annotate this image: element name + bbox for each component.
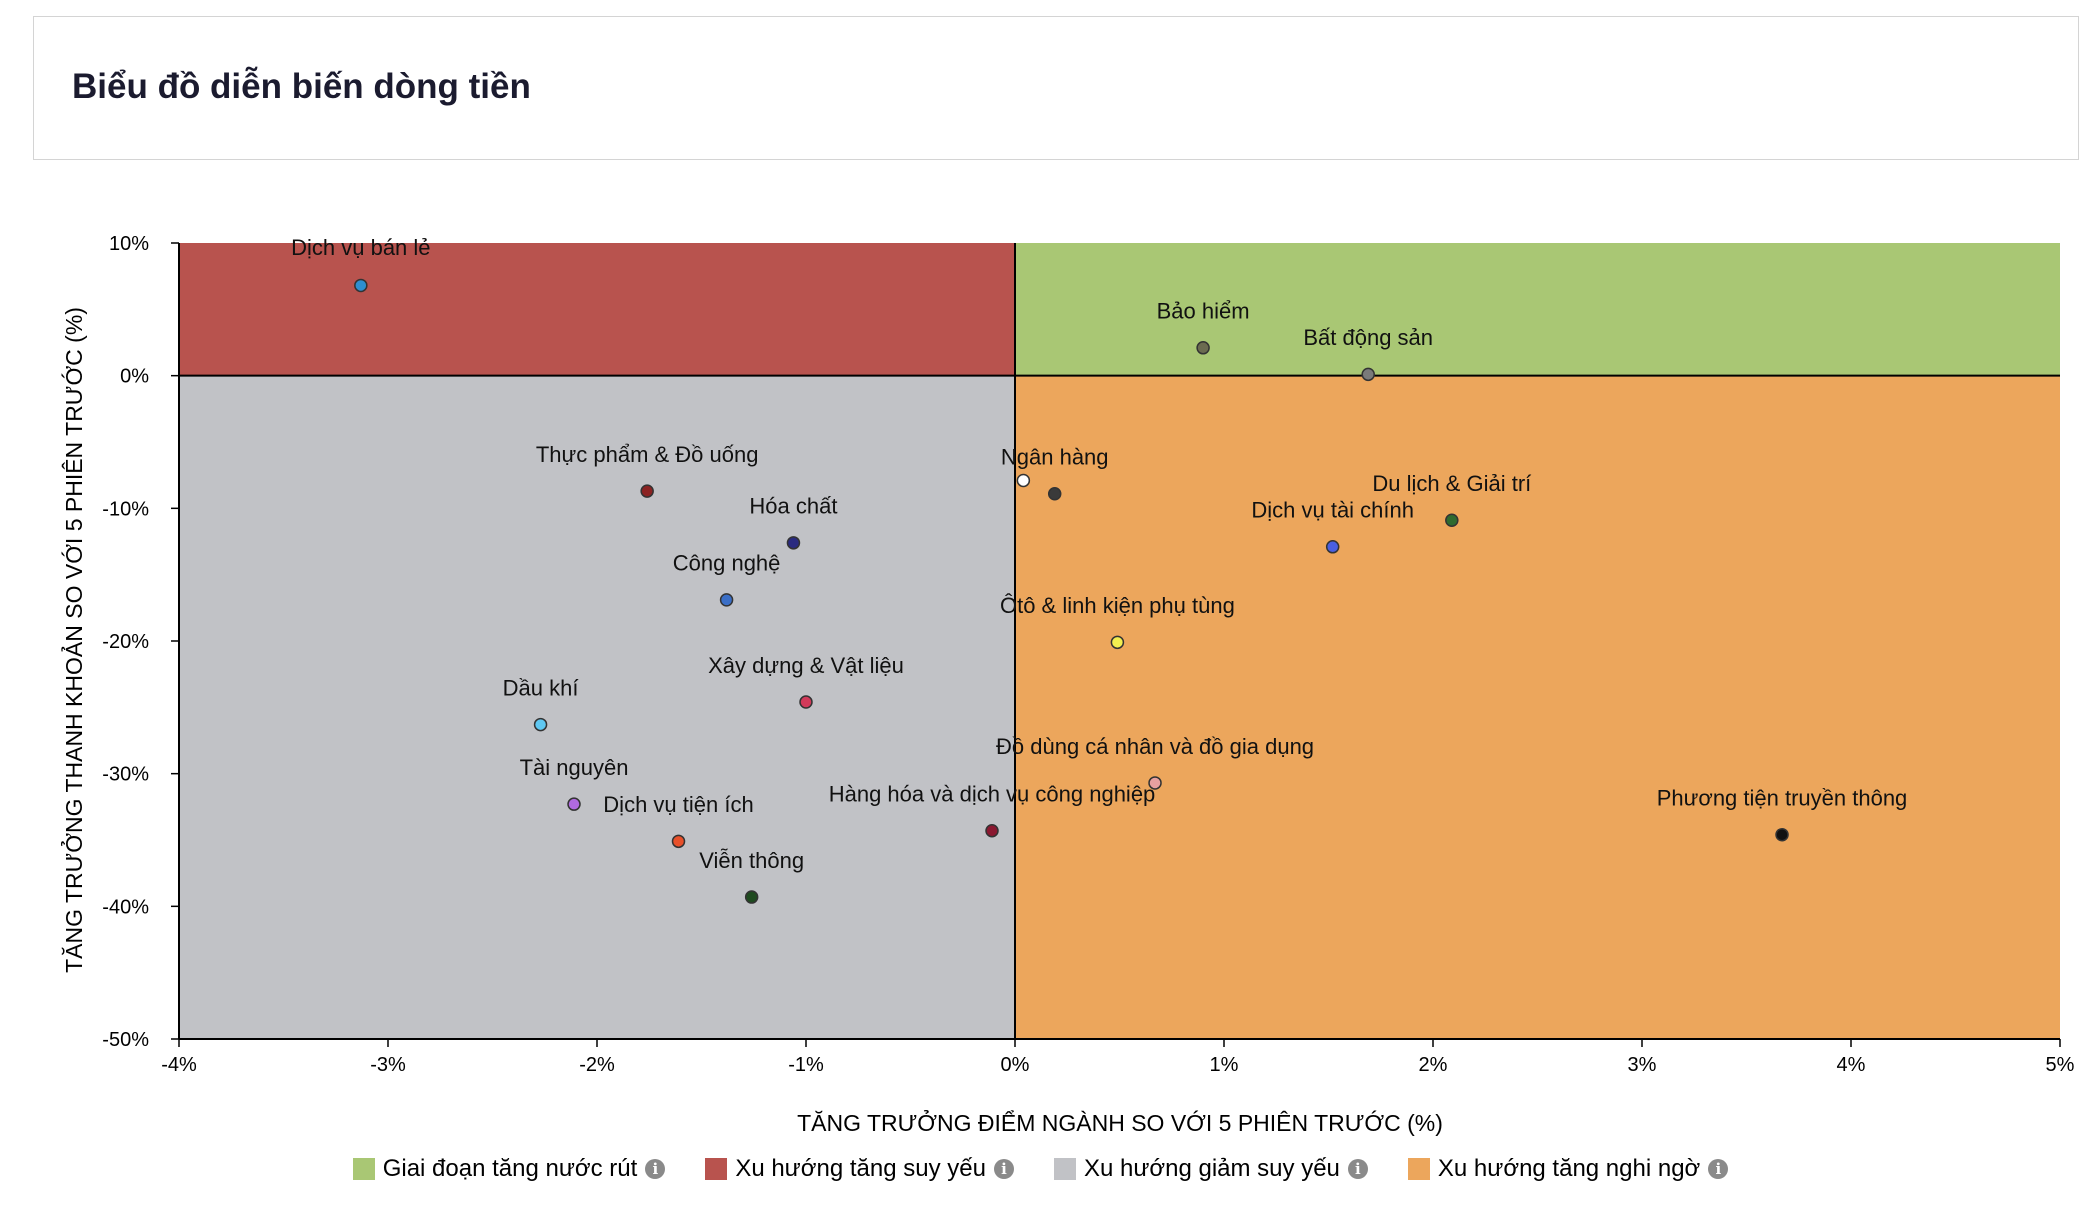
legend-label: Xu hướng tăng nghi ngờ: [1437, 1155, 1701, 1182]
data-point: [1325, 540, 1340, 554]
point-label: Dịch vụ bán lẻ: [291, 235, 430, 260]
y-tick-label: -30%: [102, 764, 149, 786]
legend-swatch: [1053, 1158, 1076, 1180]
x-tick-label: -1%: [788, 1054, 824, 1076]
data-point: [719, 593, 734, 607]
legend-item-doubtful-uptrend[interactable]: Xu hướng tăng nghi ngờ i: [1407, 1155, 1729, 1183]
data-point: [640, 484, 654, 498]
quadrant-top-right: [1015, 243, 2060, 376]
y-tick-label: -40%: [102, 896, 149, 918]
point-label: Tài nguyên: [520, 755, 629, 780]
x-tick-label: 5%: [2046, 1054, 2075, 1076]
chart-legend: Giai đoạn tăng nước rút i Xu hướng tăng …: [0, 1155, 2081, 1183]
point-label: Hàng hóa và dịch vụ công nghiệp: [829, 782, 1156, 807]
quadrant-bottom-right: [1015, 375, 2060, 1040]
data-point: [567, 797, 581, 811]
legend-label: Giai đoạn tăng nước rút: [382, 1155, 638, 1182]
y-tick-label: -20%: [102, 631, 149, 653]
data-point: [671, 834, 686, 849]
info-icon[interactable]: i: [993, 1159, 1014, 1179]
info-icon[interactable]: i: [1708, 1159, 1729, 1179]
page-title: Biểu đồ diễn biến dòng tiền: [72, 67, 531, 106]
point-label: Công nghệ: [673, 551, 781, 576]
data-point: [1775, 827, 1789, 842]
quadrant-layer: [179, 243, 2060, 1040]
data-point: [533, 717, 548, 732]
x-tick-label: 0%: [1001, 1054, 1030, 1076]
quadrant-top-left: [179, 243, 1015, 376]
data-point: [1361, 367, 1375, 382]
x-tick-label: 4%: [1837, 1054, 1866, 1076]
x-tick-label: 2%: [1419, 1054, 1448, 1076]
data-point: [744, 890, 759, 904]
point-layer: [354, 278, 1789, 904]
y-tick-label: 10%: [109, 233, 149, 255]
data-point: [1047, 486, 1062, 501]
data-point: [1110, 635, 1125, 650]
point-label: Bảo hiểm: [1157, 299, 1250, 324]
x-tick-label: 1%: [1210, 1054, 1239, 1076]
legend-item-weakening-downtrend[interactable]: Xu hướng giảm suy yếu i: [1053, 1155, 1368, 1183]
legend-label: Xu hướng tăng suy yếu: [735, 1155, 986, 1182]
y-tick-label: -10%: [102, 498, 149, 520]
x-tick-label: -3%: [370, 1054, 406, 1076]
label-layer: Dịch vụ bán lẻ Bảo hiểm Bất động sản Thực p…: [291, 235, 1907, 873]
data-point: [354, 278, 368, 293]
legend-item-weakening-uptrend[interactable]: Xu hướng tăng suy yếu i: [705, 1155, 1014, 1183]
legend-swatch: [352, 1158, 375, 1180]
x-tick-label: -2%: [579, 1054, 615, 1076]
point-label: Du lịch & Giải trí: [1372, 471, 1531, 496]
y-tick-label: -50%: [102, 1029, 149, 1051]
point-label: Hóa chất: [749, 494, 837, 519]
x-axis-title: TĂNG TRƯỞNG ĐIỂM NGÀNH SO VỚI 5 PHIÊN TR…: [797, 1108, 1443, 1136]
data-point: [786, 536, 801, 550]
point-label: Dịch vụ tiện ích: [603, 792, 753, 817]
legend-label: Xu hướng giảm suy yếu: [1083, 1155, 1340, 1182]
point-label: Đồ dùng cá nhân và đồ gia dụng: [996, 734, 1314, 759]
info-icon[interactable]: i: [1347, 1159, 1368, 1179]
data-point: [1445, 513, 1459, 528]
point-label: Ôtô & linh kiện phụ tùng: [1000, 593, 1235, 618]
y-axis-title: TĂNG TRƯỞNG THANH KHOẢN SO VỚI 5 PHIÊN T…: [59, 307, 87, 973]
point-label: Ngân hàng: [1001, 445, 1109, 470]
point-label: Viễn thông: [699, 848, 804, 873]
data-point: [1148, 776, 1162, 790]
point-label: Dịch vụ tài chính: [1251, 498, 1414, 523]
point-label: Thực phẩm & Đồ uống: [536, 442, 759, 467]
legend-item-sprint[interactable]: Giai đoạn tăng nước rút i: [352, 1155, 666, 1183]
axis-layer: -4% -3% -2% -1% 0% 1% 2% 3% 4% 5% 10% 0% -10% -20% -30…: [102, 233, 2074, 1076]
point-label: Xây dựng & Vật liệu: [708, 653, 904, 678]
legend-swatch: [705, 1158, 728, 1180]
y-tick-label: 0%: [120, 366, 149, 388]
chart-header-card: Biểu đồ diễn biến dòng tiền: [33, 16, 2079, 160]
legend-swatch: [1407, 1158, 1430, 1180]
point-label: Bất động sản: [1303, 325, 1433, 350]
point-label: Phương tiện truyền thông: [1657, 786, 1908, 811]
info-icon[interactable]: i: [645, 1159, 666, 1179]
data-point: [1016, 473, 1031, 488]
data-point: [985, 823, 999, 838]
data-point: [799, 695, 813, 709]
point-label: Dầu khí: [503, 675, 579, 700]
data-point: [1196, 341, 1210, 355]
x-tick-label: 3%: [1628, 1054, 1657, 1076]
x-tick-label: -4%: [161, 1054, 197, 1076]
quadrant-bottom-left: [179, 375, 1015, 1040]
